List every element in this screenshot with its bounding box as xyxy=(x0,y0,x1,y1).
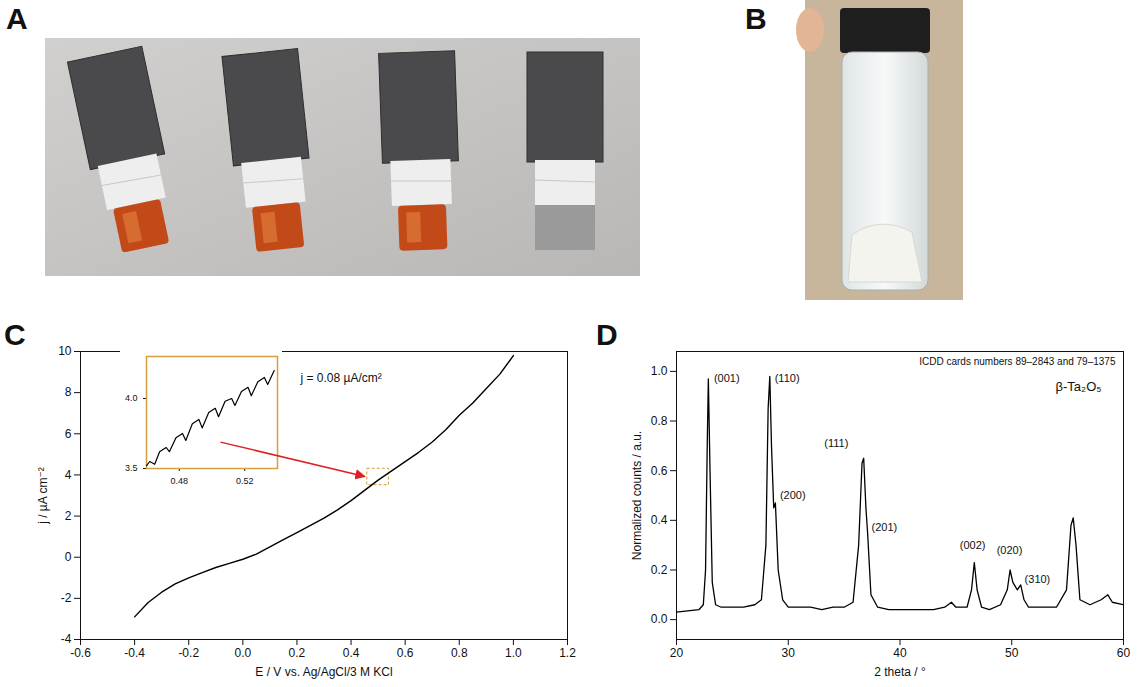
svg-text:30: 30 xyxy=(782,646,796,660)
svg-text:j / µA cm⁻²: j / µA cm⁻² xyxy=(36,467,50,525)
svg-text:2 theta / °: 2 theta / ° xyxy=(874,665,926,679)
svg-text:0.0: 0.0 xyxy=(234,646,251,660)
svg-text:0: 0 xyxy=(65,550,72,564)
svg-text:(001): (001) xyxy=(714,372,740,384)
svg-text:β-Ta₂O₅: β-Ta₂O₅ xyxy=(1056,379,1102,394)
svg-text:(020): (020) xyxy=(997,544,1023,556)
svg-text:6: 6 xyxy=(65,427,72,441)
svg-text:(201): (201) xyxy=(872,521,898,533)
svg-text:0.4: 0.4 xyxy=(651,513,668,527)
svg-text:3.5: 3.5 xyxy=(125,463,138,473)
svg-text:ICDD cards numbers 89–2843 and: ICDD cards numbers 89–2843 and 79–1375 xyxy=(919,356,1116,367)
svg-text:4: 4 xyxy=(65,468,72,482)
svg-text:0.2: 0.2 xyxy=(651,563,668,577)
svg-text:j = 0.08 µA/cm²: j = 0.08 µA/cm² xyxy=(300,371,382,385)
svg-text:-0.6: -0.6 xyxy=(70,646,91,660)
svg-text:(200): (200) xyxy=(780,489,806,501)
svg-text:1.0: 1.0 xyxy=(651,364,668,378)
svg-text:-0.2: -0.2 xyxy=(178,646,199,660)
svg-text:0.48: 0.48 xyxy=(170,476,188,485)
svg-text:0.8: 0.8 xyxy=(651,414,668,428)
svg-text:1.2: 1.2 xyxy=(559,646,576,660)
svg-text:60: 60 xyxy=(1117,646,1131,660)
svg-text:-0.4: -0.4 xyxy=(124,646,145,660)
html-text:C: C xyxy=(4,318,26,351)
svg-text:40: 40 xyxy=(893,646,907,660)
svg-text:(111): (111) xyxy=(824,437,848,449)
svg-text:0.6: 0.6 xyxy=(397,646,414,660)
svg-text:50: 50 xyxy=(1005,646,1019,660)
html-text:B: B xyxy=(745,2,767,35)
svg-text:-2: -2 xyxy=(61,591,72,605)
svg-text:0.8: 0.8 xyxy=(451,646,468,660)
svg-text:2: 2 xyxy=(65,509,72,523)
svg-text:-4: -4 xyxy=(61,632,72,646)
svg-text:(310): (310) xyxy=(1025,573,1051,585)
svg-text:0.6: 0.6 xyxy=(651,464,668,478)
svg-text:0.52: 0.52 xyxy=(236,476,254,485)
svg-text:0.4: 0.4 xyxy=(343,646,360,660)
svg-text:E / V vs. Ag/AgCl/3 M KCl: E / V vs. Ag/AgCl/3 M KCl xyxy=(255,665,392,679)
svg-text:10: 10 xyxy=(58,344,72,358)
svg-text:(002): (002) xyxy=(960,539,986,551)
svg-text:0.0: 0.0 xyxy=(651,612,668,626)
svg-text:0.2: 0.2 xyxy=(289,646,306,660)
svg-text:Normalized counts / a.u.: Normalized counts / a.u. xyxy=(630,431,644,560)
html-text:D: D xyxy=(596,318,618,351)
html-text:A: A xyxy=(6,2,28,35)
svg-text:1.0: 1.0 xyxy=(505,646,522,660)
svg-text:4.0: 4.0 xyxy=(125,393,138,403)
svg-text:8: 8 xyxy=(65,385,72,399)
svg-text:(110): (110) xyxy=(775,372,800,384)
svg-text:20: 20 xyxy=(670,646,684,660)
